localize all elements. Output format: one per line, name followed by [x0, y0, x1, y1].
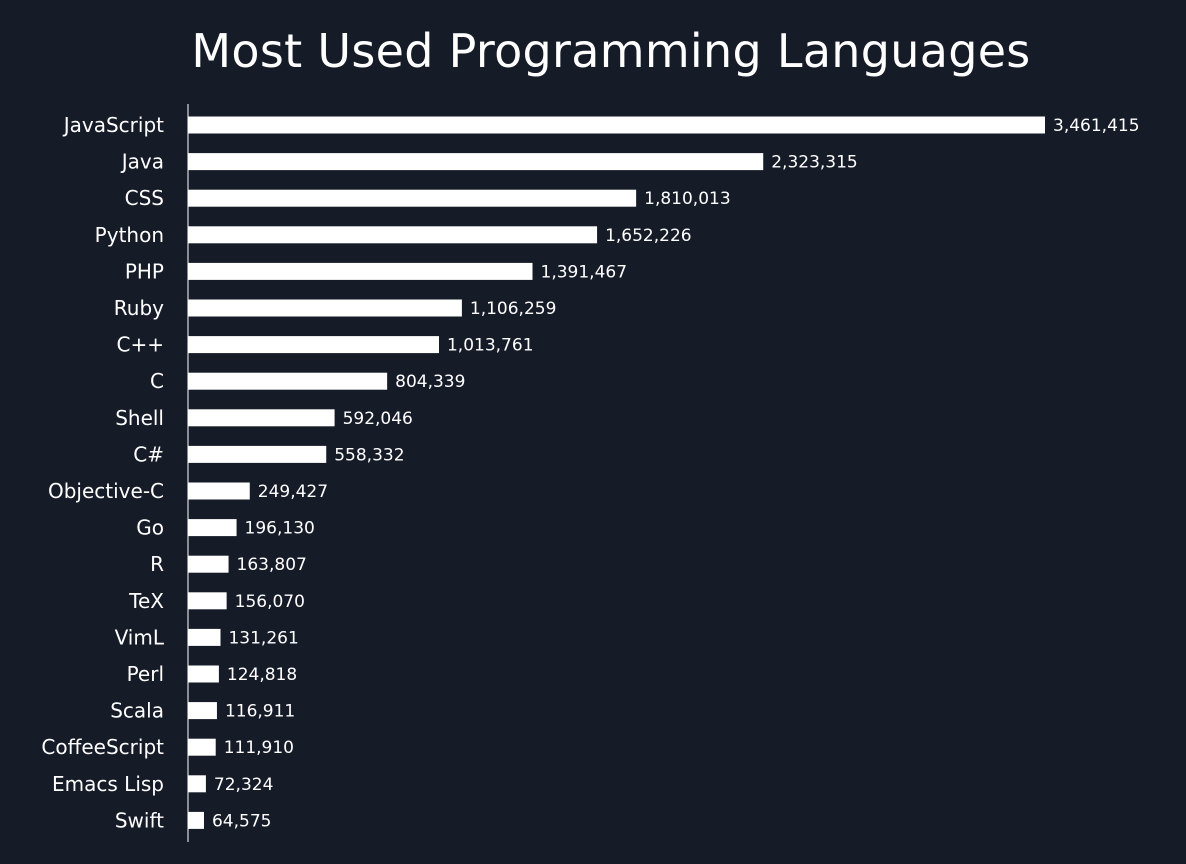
category-label: C: [150, 369, 164, 393]
category-label: C#: [133, 442, 164, 466]
bar: [188, 592, 227, 610]
value-label: 2,323,315: [771, 153, 858, 173]
value-label: 1,652,226: [605, 226, 692, 246]
bar: [188, 628, 221, 646]
value-label: 111,910: [224, 738, 294, 758]
category-label: Go: [136, 516, 164, 540]
category-label: CoffeeScript: [41, 735, 164, 759]
bar: [188, 775, 206, 793]
bar: [188, 153, 764, 171]
category-label: VimL: [115, 625, 165, 649]
bar: [188, 299, 462, 317]
bar: [188, 665, 219, 683]
bar: [188, 372, 388, 390]
value-label: 64,575: [212, 811, 271, 831]
value-label: 116,911: [225, 702, 295, 722]
value-label: 249,427: [258, 482, 328, 502]
value-label: 196,130: [245, 519, 315, 539]
bar: [188, 336, 439, 354]
value-label: 558,332: [334, 445, 404, 465]
value-label: 1,013,761: [447, 336, 534, 356]
bar: [188, 409, 335, 427]
value-label: 1,106,259: [470, 299, 557, 319]
bar: [188, 738, 216, 756]
category-label: C++: [117, 333, 164, 357]
value-label: 3,461,415: [1053, 116, 1140, 136]
bar: [188, 226, 598, 244]
category-label: JavaScript: [62, 113, 164, 137]
value-label: 156,070: [235, 592, 305, 612]
value-label: 1,810,013: [644, 189, 731, 209]
bars-group: JavaScript 3,461,415 Java 2,323,315 CSS 1,810…: [41, 113, 1139, 832]
category-label: Python: [95, 223, 164, 247]
value-label: 124,818: [227, 665, 297, 685]
category-label: CSS: [125, 186, 164, 210]
value-label: 163,807: [237, 555, 307, 575]
category-label: TeX: [128, 589, 164, 613]
bar: [188, 116, 1045, 134]
category-label: R: [150, 552, 164, 576]
value-label: 1,391,467: [541, 262, 628, 282]
bar: [188, 702, 217, 720]
value-label: 592,046: [343, 409, 413, 429]
category-label: PHP: [125, 259, 164, 283]
chart-title: Most Used Programming Languages: [191, 24, 1031, 78]
value-label: 804,339: [395, 372, 465, 392]
category-label: Shell: [115, 406, 164, 430]
bar: [188, 445, 327, 463]
category-label: Ruby: [114, 296, 164, 320]
value-label: 72,324: [214, 775, 273, 795]
bar: [188, 555, 229, 573]
category-label: Perl: [127, 662, 164, 686]
bar: [188, 262, 533, 280]
category-label: Swift: [115, 808, 164, 832]
bar: [188, 189, 637, 207]
value-label: 131,261: [228, 628, 298, 648]
category-label: Objective-C: [48, 479, 164, 503]
category-label: Java: [120, 150, 164, 174]
bar: [188, 482, 250, 500]
category-label: Scala: [110, 699, 164, 723]
category-label: Emacs Lisp: [52, 772, 164, 796]
bar: [188, 811, 204, 829]
bar: [188, 519, 237, 537]
